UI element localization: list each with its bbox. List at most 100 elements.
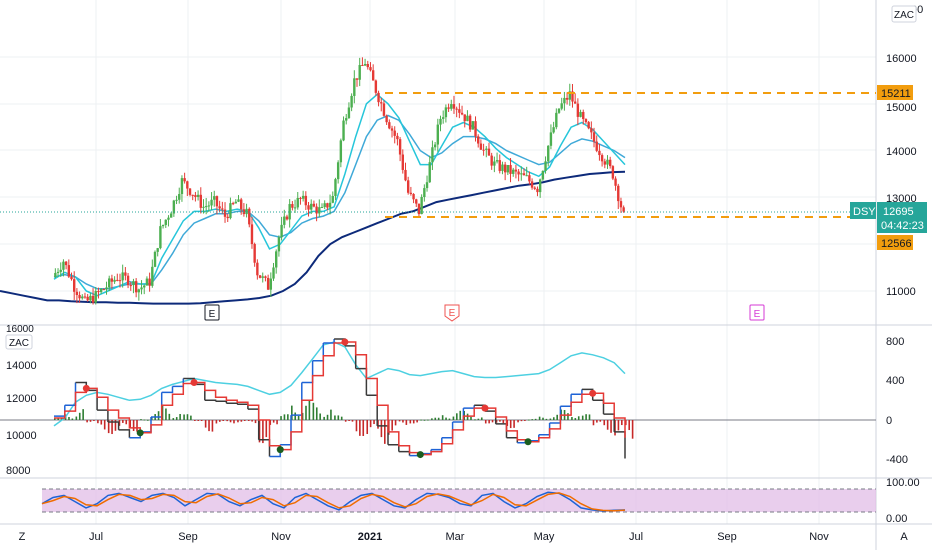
macd-hist-bar-negative [204, 420, 207, 428]
rsi-blue-path [41, 491, 626, 512]
candle-down [307, 205, 310, 210]
candle-up [339, 140, 343, 163]
macd-hist-bar-positive [68, 416, 70, 420]
macd-hist-bar-negative [398, 420, 401, 422]
candle-up [180, 178, 184, 195]
macd-hist-bar-positive [71, 418, 74, 420]
candle-up [204, 206, 208, 208]
macd-hist-bar-negative [517, 420, 519, 423]
candle-up [275, 251, 278, 268]
candle-up [310, 203, 313, 210]
candle-up [161, 224, 165, 227]
candle-down [315, 206, 318, 214]
macd-panel[interactable]: 16000 ZAC 14000 12000 10000 8000 800 400… [0, 324, 908, 477]
earnings-marker-1[interactable]: E [204, 304, 220, 321]
macd-hist-bar-positive [186, 414, 189, 420]
macd-right-tick: 800 [886, 336, 904, 348]
macd-hist-bar-negative [114, 420, 117, 431]
price-tick: 16000 [886, 53, 917, 65]
price-panel[interactable] [0, 57, 876, 305]
macd-hist-bar-positive [82, 409, 84, 420]
macd-left-tick: 10000 [6, 430, 37, 442]
zoom-button[interactable]: Z [19, 531, 26, 543]
macd-hist-bar-positive [556, 414, 558, 420]
time-label: Sep [178, 531, 198, 543]
candle-down [73, 279, 76, 292]
macd-hist-bar-negative [631, 420, 634, 439]
candle-up [296, 197, 299, 208]
macd-hist-bar-negative [254, 420, 257, 424]
candle-down [266, 277, 270, 290]
macd-hist-bar-negative [100, 420, 103, 425]
candle-up [606, 159, 609, 165]
rsi-panel[interactable]: 100.00 0.00 [41, 477, 920, 525]
candle-up [358, 65, 361, 80]
time-label: Nov [271, 531, 291, 543]
price-axis[interactable]: 17000 ZAC 16000 15000 14000 13000 11000 … [850, 4, 927, 298]
macd-currency-badge[interactable] [5, 334, 33, 350]
candle-up [280, 224, 283, 238]
macd-hist-bar-positive [157, 411, 160, 420]
currency-badge[interactable] [891, 5, 917, 23]
candle-down [598, 150, 601, 156]
candle-down [498, 160, 501, 171]
candle-down [595, 141, 598, 151]
macd-hist-bar-positive [319, 413, 321, 420]
macd-hist-bar-positive [545, 418, 548, 420]
candle-down [474, 121, 477, 137]
macd-hist-bar-positive [534, 418, 537, 420]
macd-hist-bar-negative [200, 420, 203, 421]
macd-hist-bar-negative [103, 420, 106, 430]
candle-down [406, 180, 410, 193]
candle-up [347, 107, 351, 119]
candle-down [447, 107, 450, 109]
earnings-marker-3[interactable]: E [749, 304, 765, 321]
macd-hist-bar-positive [297, 415, 300, 420]
macd-hist-bar-positive [459, 410, 462, 420]
candle-up [105, 287, 108, 290]
candle-up [269, 278, 273, 290]
candle-down [390, 128, 394, 131]
macd-hist-bar-negative [243, 420, 246, 421]
candle-up [89, 295, 92, 301]
candle-up [237, 199, 240, 202]
time-axis[interactable]: Z Jul Sep Nov 2021 Mar May Jul Sep Nov A [19, 531, 909, 543]
macd-hist-bar-positive [441, 415, 444, 420]
candle-down [396, 135, 399, 140]
candle-up [423, 188, 426, 198]
rsi-tick: 0.00 [886, 513, 907, 525]
macd-hist-bar-negative [366, 420, 369, 435]
candle-down [587, 122, 590, 129]
candle-down [565, 97, 569, 100]
candle-up [444, 107, 448, 118]
candle-up [301, 195, 305, 199]
candle-up [342, 120, 345, 141]
macd-hist-bar-negative [603, 420, 606, 426]
candle-down [404, 169, 407, 181]
candle-up [541, 170, 545, 180]
rsi-line [41, 491, 626, 512]
candle-up [54, 272, 57, 277]
price-tick: 11000 [886, 286, 916, 298]
candle-down [258, 275, 262, 278]
candle-up [506, 165, 510, 173]
macd-hist-bar-negative [373, 420, 375, 425]
candle-up [320, 207, 324, 209]
candle-up [59, 269, 62, 272]
candle-down [97, 291, 100, 293]
time-label: Mar [446, 531, 465, 543]
ma-slow-line [0, 170, 626, 305]
candle-down [514, 169, 518, 172]
macd-hist-bar-negative [258, 420, 261, 443]
candle-up [495, 160, 499, 162]
macd-hist-bar-negative [237, 420, 239, 423]
rsi-orange-path [41, 492, 626, 512]
candle-down [603, 161, 606, 165]
candle-up [350, 95, 353, 108]
auto-scale-button[interactable]: A [900, 531, 908, 543]
macd-hist-bar-negative [359, 420, 361, 436]
candle-up [99, 289, 103, 293]
earnings-marker-2[interactable]: E [444, 304, 460, 322]
